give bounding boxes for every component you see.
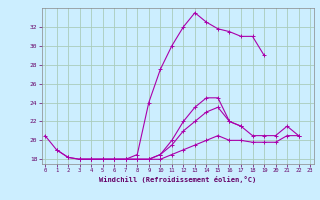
X-axis label: Windchill (Refroidissement éolien,°C): Windchill (Refroidissement éolien,°C): [99, 176, 256, 183]
